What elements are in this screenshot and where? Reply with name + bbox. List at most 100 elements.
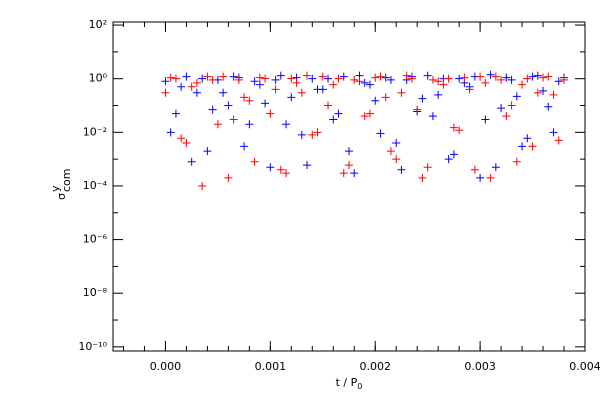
- point: [245, 96, 254, 105]
- point: [392, 155, 401, 164]
- point: [470, 165, 479, 174]
- point: [533, 71, 542, 80]
- point: [261, 74, 270, 83]
- point: [481, 115, 490, 124]
- point: [250, 77, 259, 86]
- point: [219, 88, 228, 97]
- point: [182, 138, 191, 147]
- point: [428, 75, 437, 84]
- point: [282, 169, 291, 178]
- point: [560, 75, 569, 84]
- point: [276, 165, 285, 174]
- x-tick-label: 0.003: [464, 360, 496, 373]
- point: [255, 73, 264, 82]
- point: [182, 72, 191, 81]
- point: [213, 120, 222, 129]
- point: [439, 80, 448, 89]
- point: [229, 72, 238, 81]
- point: [219, 72, 228, 81]
- point: [381, 73, 390, 82]
- point: [497, 104, 506, 113]
- point: [481, 78, 490, 87]
- point: [192, 88, 201, 97]
- point: [339, 169, 348, 178]
- point: [177, 134, 186, 143]
- point: [371, 73, 380, 82]
- point: [465, 85, 474, 94]
- y-label-sup: y: [49, 185, 62, 192]
- point: [376, 72, 385, 81]
- point: [318, 72, 327, 81]
- point: [528, 142, 537, 151]
- point: [486, 70, 495, 79]
- y-axis-label: σ y com: [49, 169, 73, 201]
- point: [198, 181, 207, 190]
- point: [271, 85, 280, 94]
- point: [287, 74, 296, 83]
- y-tick-label: 10⁻⁴: [83, 179, 108, 192]
- point: [187, 82, 196, 91]
- x-tick-label: 0.000: [150, 360, 182, 373]
- point: [434, 77, 443, 86]
- x-label-main: t / P: [336, 376, 358, 389]
- point: [171, 109, 180, 118]
- point: [549, 90, 558, 99]
- point: [407, 74, 416, 83]
- plot-frame: [112, 21, 586, 352]
- point: [229, 115, 238, 124]
- point: [166, 128, 175, 137]
- point: [544, 72, 553, 81]
- point: [539, 73, 548, 82]
- point: [360, 112, 369, 121]
- point: [554, 136, 563, 145]
- point: [455, 126, 464, 135]
- point: [250, 157, 259, 166]
- point: [460, 73, 469, 82]
- point: [192, 78, 201, 87]
- point: [533, 88, 542, 97]
- point: [297, 88, 306, 97]
- point: [507, 75, 516, 84]
- point: [444, 74, 453, 83]
- point: [234, 75, 243, 84]
- point: [350, 75, 359, 84]
- point: [203, 147, 212, 156]
- point: [549, 128, 558, 137]
- point: [313, 85, 322, 94]
- point: [261, 99, 270, 108]
- point: [271, 75, 280, 84]
- point: [449, 150, 458, 159]
- point: [365, 80, 374, 89]
- point: [397, 88, 406, 97]
- point: [413, 105, 422, 114]
- point: [303, 161, 312, 170]
- point: [240, 93, 249, 102]
- point: [198, 74, 207, 83]
- point: [292, 78, 301, 87]
- point: [334, 74, 343, 83]
- point: [491, 163, 500, 172]
- point: [266, 109, 275, 118]
- point: [434, 90, 443, 99]
- x-tick-label: 0.001: [255, 360, 287, 373]
- point: [518, 142, 527, 151]
- point: [334, 109, 343, 118]
- point: [208, 105, 217, 114]
- point: [418, 173, 427, 182]
- point: [350, 169, 359, 178]
- point: [397, 165, 406, 174]
- y-tick-label: 10⁻²: [83, 125, 107, 138]
- point: [224, 101, 233, 110]
- point: [455, 74, 464, 83]
- y-tick-label: 10⁰: [89, 72, 108, 85]
- point: [282, 120, 291, 129]
- point: [266, 163, 275, 172]
- point: [423, 163, 432, 172]
- point: [240, 142, 249, 151]
- point: [392, 138, 401, 147]
- point: [345, 161, 353, 170]
- point: [423, 71, 432, 80]
- y-label-main: σ: [55, 193, 68, 200]
- x-tick-label: 0.002: [359, 360, 391, 373]
- point: [276, 71, 285, 80]
